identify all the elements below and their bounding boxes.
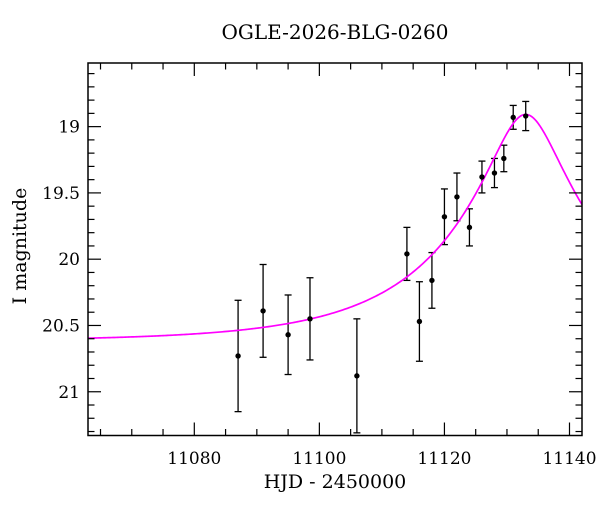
data-point [260, 308, 266, 314]
data-point [285, 332, 291, 338]
data-point [523, 113, 529, 119]
data-point [491, 170, 498, 176]
data-point [454, 194, 460, 200]
data-point [479, 174, 485, 180]
data-point [510, 114, 516, 121]
data-point [235, 353, 241, 359]
x-tick-label: 11100 [292, 449, 346, 469]
data-point [404, 251, 410, 257]
data-point [501, 155, 507, 162]
x-tick-label: 11140 [542, 449, 596, 469]
data-point [307, 316, 313, 322]
data-point [354, 373, 360, 379]
x-tick-label: 11120 [417, 449, 471, 469]
chart-title: OGLE-2026-BLG-0260 [221, 20, 449, 44]
data-point [466, 224, 473, 231]
data-point [416, 318, 423, 325]
model-curve [87, 113, 583, 340]
x-axis-title: HJD - 2450000 [263, 471, 407, 493]
plot-frame [87, 62, 583, 437]
data-point [429, 277, 435, 284]
data-point [441, 214, 448, 220]
y-tick-label: 19 [58, 118, 80, 138]
y-tick-label: 19.5 [42, 184, 80, 204]
y-tick-label: 21 [58, 383, 80, 403]
y-tick-label: 20 [58, 250, 80, 270]
y-tick-label: 20.5 [42, 316, 80, 336]
x-tick-label: 11080 [167, 449, 221, 469]
